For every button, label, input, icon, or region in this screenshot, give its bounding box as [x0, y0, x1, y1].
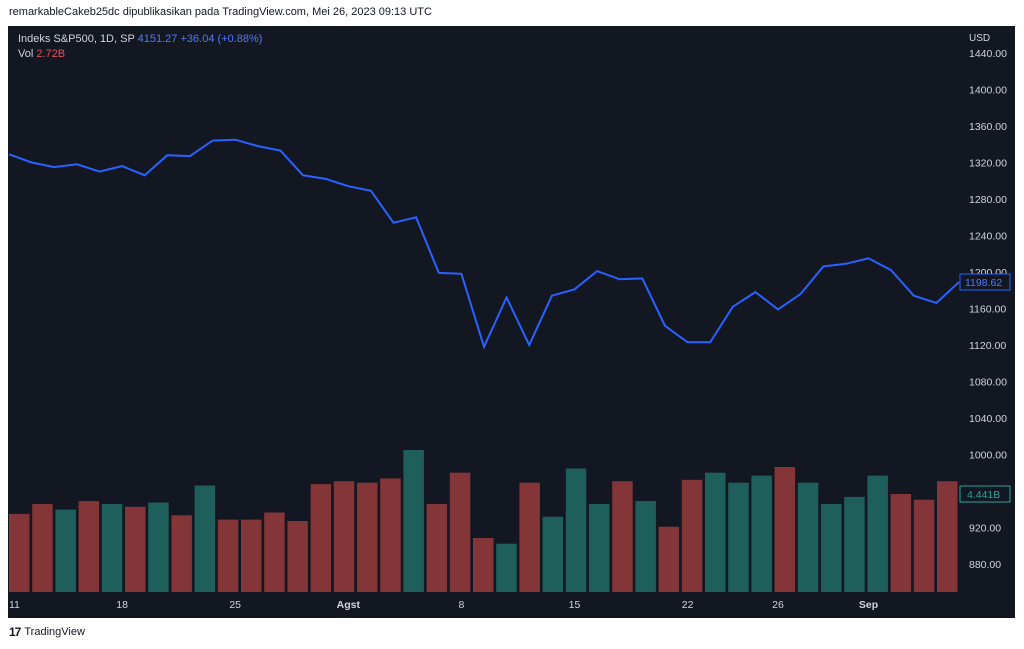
volume-bar: [101, 504, 123, 592]
chart-legend: Indeks S&P500, 1D, SP 4151.27 +36.04 (+0…: [18, 32, 262, 62]
volume-bars: [9, 450, 958, 592]
y-tick-label: 1400.00: [969, 85, 1007, 97]
volume-bar: [635, 501, 656, 592]
last-price-badge: [959, 273, 1011, 291]
volume-bar: [449, 472, 471, 592]
x-tick-label: 11: [9, 599, 20, 611]
volume-bar: [821, 504, 842, 592]
volume-bar: [658, 526, 680, 592]
y-tick-label: 1080.00: [969, 377, 1007, 389]
y-tick-label: 920.00: [969, 523, 1001, 535]
volume-bar: [867, 475, 888, 592]
volume-bar: [55, 509, 76, 592]
volume-bar: [403, 450, 424, 592]
volume-bar: [890, 494, 912, 592]
y-tick-label: 1320.00: [969, 158, 1007, 170]
volume-bar: [937, 481, 958, 592]
volume-bar: [217, 519, 239, 592]
volume-bar: [333, 481, 355, 592]
volume-bar: [705, 472, 726, 592]
volume-bar: [565, 468, 587, 592]
last-price-label: 1198.62: [965, 277, 1002, 289]
y-tick-label: 1240.00: [969, 231, 1007, 243]
vol-label: Vol: [18, 48, 34, 60]
volume-bar: [194, 485, 216, 592]
price-line: [8, 138, 960, 350]
volume-bar: [496, 543, 517, 592]
y-tick-label: 1360.00: [969, 121, 1007, 133]
y-tick-label: 1000.00: [969, 450, 1007, 462]
volume-bar: [681, 479, 703, 592]
volume-bar: [148, 502, 169, 592]
volume-bar: [728, 482, 749, 592]
x-tick-label: Sep: [859, 599, 878, 611]
price-value: 4151.27: [137, 33, 178, 45]
y-tick-label: 1440.00: [969, 48, 1007, 60]
volume-bar: [519, 482, 540, 592]
currency-label: USD: [969, 33, 990, 44]
volume-bar: [310, 484, 332, 592]
last-volume-label: 4.441B: [967, 489, 1000, 501]
volume-bar: [241, 519, 262, 592]
x-tick-label: 25: [229, 599, 241, 611]
volume-bar: [751, 475, 772, 592]
price-change: +36.04 (+0.88%): [180, 33, 263, 45]
volume-bar: [32, 504, 53, 592]
volume-bar: [9, 513, 30, 592]
y-tick-label: 880.00: [969, 559, 1001, 571]
symbol-label[interactable]: Indeks S&P500, 1D, SP: [18, 33, 135, 45]
volume-bar: [473, 538, 494, 592]
volume-bar: [171, 515, 192, 592]
published-caption: remarkableCakeb25dc dipublikasikan pada …: [9, 6, 432, 18]
volume-bar: [380, 478, 401, 592]
tradingview-footer[interactable]: 17 TradingView: [9, 625, 85, 639]
volume-bar: [357, 482, 378, 592]
volume-bar: [913, 499, 935, 592]
y-tick-label: 1160.00: [969, 304, 1006, 316]
x-tick-label: 8: [458, 599, 464, 611]
x-tick-label: 15: [569, 599, 581, 611]
volume-bar: [589, 504, 610, 592]
volume-bar: [264, 512, 285, 592]
volume-bar: [287, 521, 308, 592]
volume-bar: [542, 516, 564, 592]
volume-bar: [612, 481, 633, 592]
volume-bar: [774, 467, 796, 592]
y-tick-label: 1280.00: [969, 194, 1007, 206]
x-tick-label: Agst: [337, 599, 361, 611]
y-tick-label: 1120.00: [969, 340, 1006, 352]
x-tick-label: 26: [772, 599, 784, 611]
x-tick-label: 18: [116, 599, 128, 611]
axes: USD 1440.00 1400.00 1360.00 1320.00 1280.00 12…: [9, 33, 1011, 611]
x-tick-label: 22: [682, 599, 694, 611]
tradingview-brand: TradingView: [24, 626, 85, 638]
volume-bar: [844, 496, 865, 592]
volume-bar: [125, 506, 146, 592]
last-volume-badge: [959, 485, 1011, 503]
y-tick-label: 1040.00: [969, 413, 1007, 425]
tradingview-logo-icon: 17: [9, 625, 21, 639]
volume-bar: [426, 504, 448, 592]
vol-value: 2.72B: [36, 48, 66, 60]
volume-bar: [78, 501, 100, 592]
volume-bar: [797, 482, 819, 592]
